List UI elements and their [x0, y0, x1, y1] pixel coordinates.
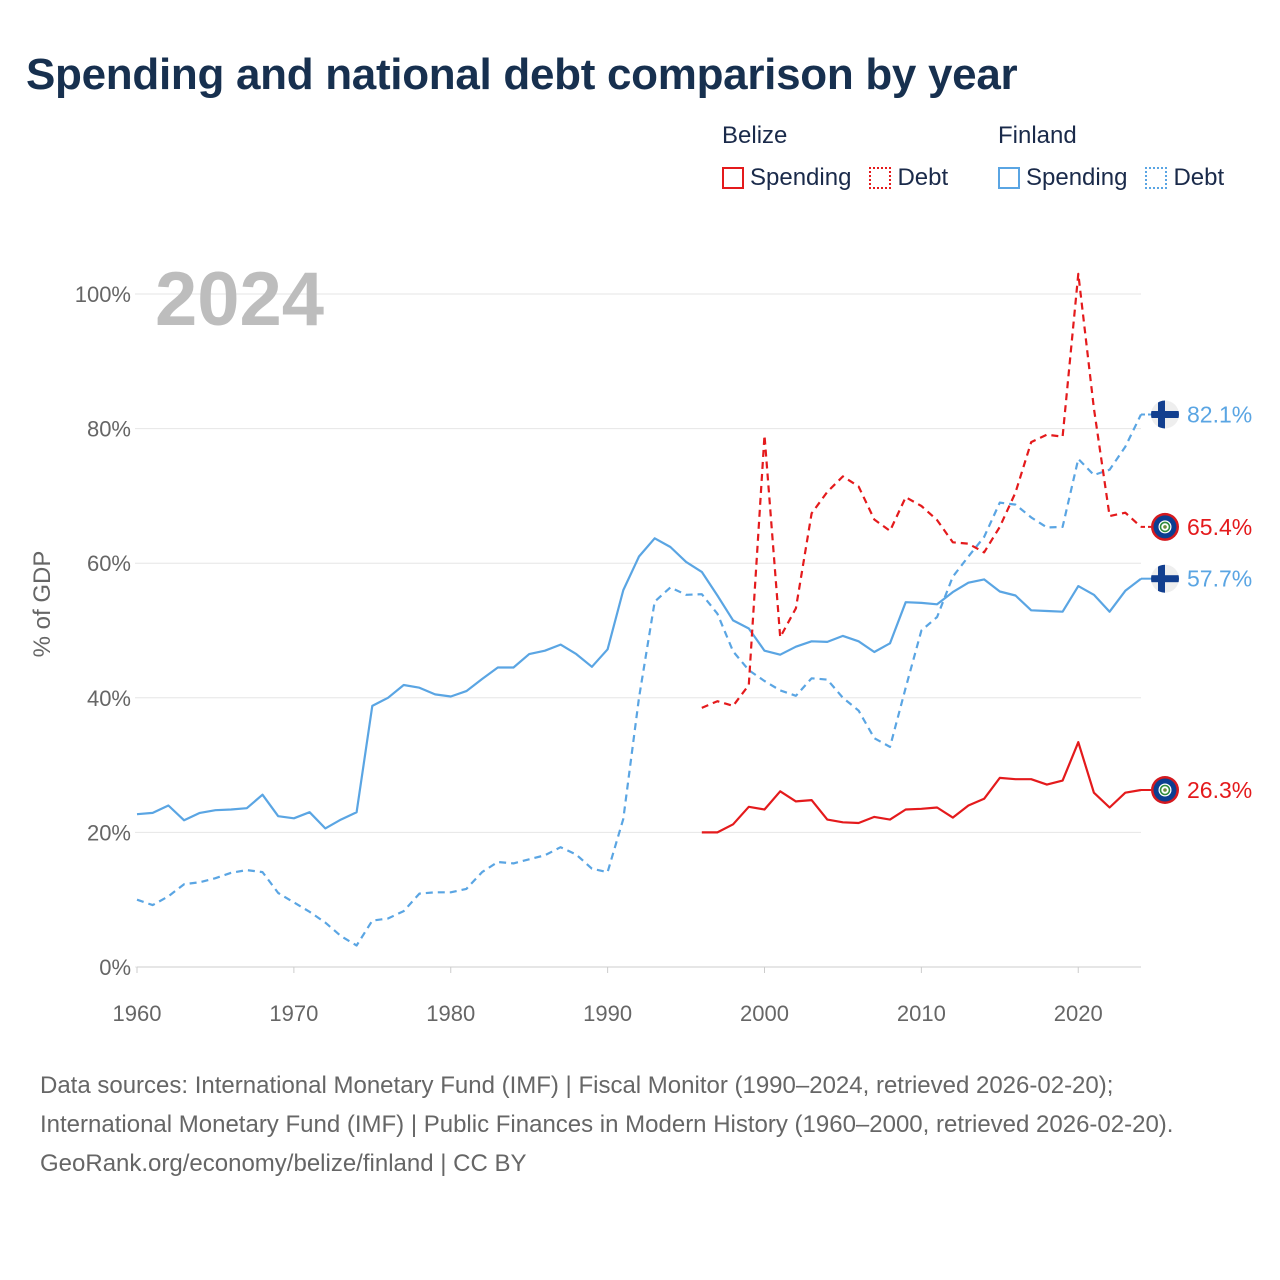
series-lines	[136, 272, 1142, 947]
flag-cross-v	[1158, 564, 1165, 593]
legend-label: Debt	[1173, 164, 1225, 191]
legend-swatch-solid	[722, 167, 744, 189]
flag-shield	[1163, 525, 1167, 529]
legend-group-name-finland: Finland	[998, 122, 1077, 149]
finland-flag-icon	[1151, 400, 1179, 429]
flag-cross-v	[1158, 400, 1165, 429]
end-value-label: 82.1%	[1187, 401, 1252, 427]
legend-belize-spending[interactable]: Spending	[722, 164, 851, 192]
legend-label: Debt	[897, 164, 949, 191]
x-tick-label: 1980	[426, 1001, 475, 1026]
x-tick-label: 2020	[1054, 1001, 1103, 1026]
series-end-markers: 57.7% 82.1% 26.3% 65.4%	[1141, 400, 1252, 804]
legend-group-finland: Finland Spending Debt	[998, 122, 1224, 192]
legend-finland-spending[interactable]: Spending	[998, 164, 1127, 192]
line-chart: 2024 % of GDP 0% 20% 40% 60% 80% 100% 1960 197…	[29, 257, 1252, 1026]
x-tick-label: 1990	[583, 1001, 632, 1026]
y-axis-ticks: 0% 20% 40% 60% 80% 100%	[75, 282, 131, 980]
end-value-label: 65.4%	[1187, 514, 1252, 540]
x-tick-label: 2010	[897, 1001, 946, 1026]
y-tick-label: 20%	[87, 820, 131, 845]
y-tick-label: 60%	[87, 551, 131, 576]
x-tick-label: 1960	[113, 1001, 162, 1026]
series-line-belize-debt[interactable]	[701, 272, 1142, 709]
flag-shield	[1163, 788, 1167, 792]
legend-group-belize: Belize Spending Debt	[722, 122, 948, 192]
end-value-label: 57.7%	[1187, 566, 1252, 592]
y-tick-label: 0%	[99, 955, 131, 980]
legend-group-name-belize: Belize	[722, 122, 788, 149]
series-line-belize-spending[interactable]	[701, 741, 1142, 834]
flag-wreath	[1159, 784, 1171, 796]
y-axis-label: % of GDP	[29, 551, 56, 658]
belize-flag-icon	[1151, 776, 1179, 804]
grid-lines	[135, 293, 1141, 968]
series-line-finland-debt[interactable]	[136, 414, 1142, 947]
legend-swatch-solid	[998, 167, 1020, 189]
x-tick-label: 2000	[740, 1001, 789, 1026]
y-tick-label: 80%	[87, 417, 131, 442]
flag-wreath	[1159, 521, 1171, 533]
legend-swatch-dotted	[869, 167, 892, 189]
legend-belize-debt[interactable]: Debt	[869, 164, 948, 192]
y-tick-label: 40%	[87, 686, 131, 711]
legend-swatch-dotted	[1145, 167, 1168, 189]
footer: Data sources: International Monetary Fun…	[40, 1066, 1240, 1183]
series-line-finland-spending[interactable]	[136, 537, 1142, 830]
finland-flag-icon	[1151, 564, 1179, 593]
legend-label: Spending	[1026, 164, 1128, 191]
data-sources: Data sources: International Monetary Fun…	[40, 1072, 1174, 1138]
chart-title: Spending and national debt comparison by…	[26, 50, 1018, 99]
legend-label: Spending	[750, 164, 852, 191]
belize-flag-icon	[1151, 512, 1179, 541]
credit-link[interactable]: GeoRank.org/economy/belize/finland | CC …	[40, 1150, 527, 1177]
y-tick-label: 100%	[75, 282, 131, 307]
year-label: 2024	[155, 257, 324, 342]
x-axis-ticks: 1960 1970 1980 1990 2000 2010 2020	[113, 967, 1103, 1026]
legend-finland-debt[interactable]: Debt	[1145, 164, 1224, 192]
x-tick-label: 1970	[269, 1001, 318, 1026]
end-value-label: 26.3%	[1187, 777, 1252, 803]
